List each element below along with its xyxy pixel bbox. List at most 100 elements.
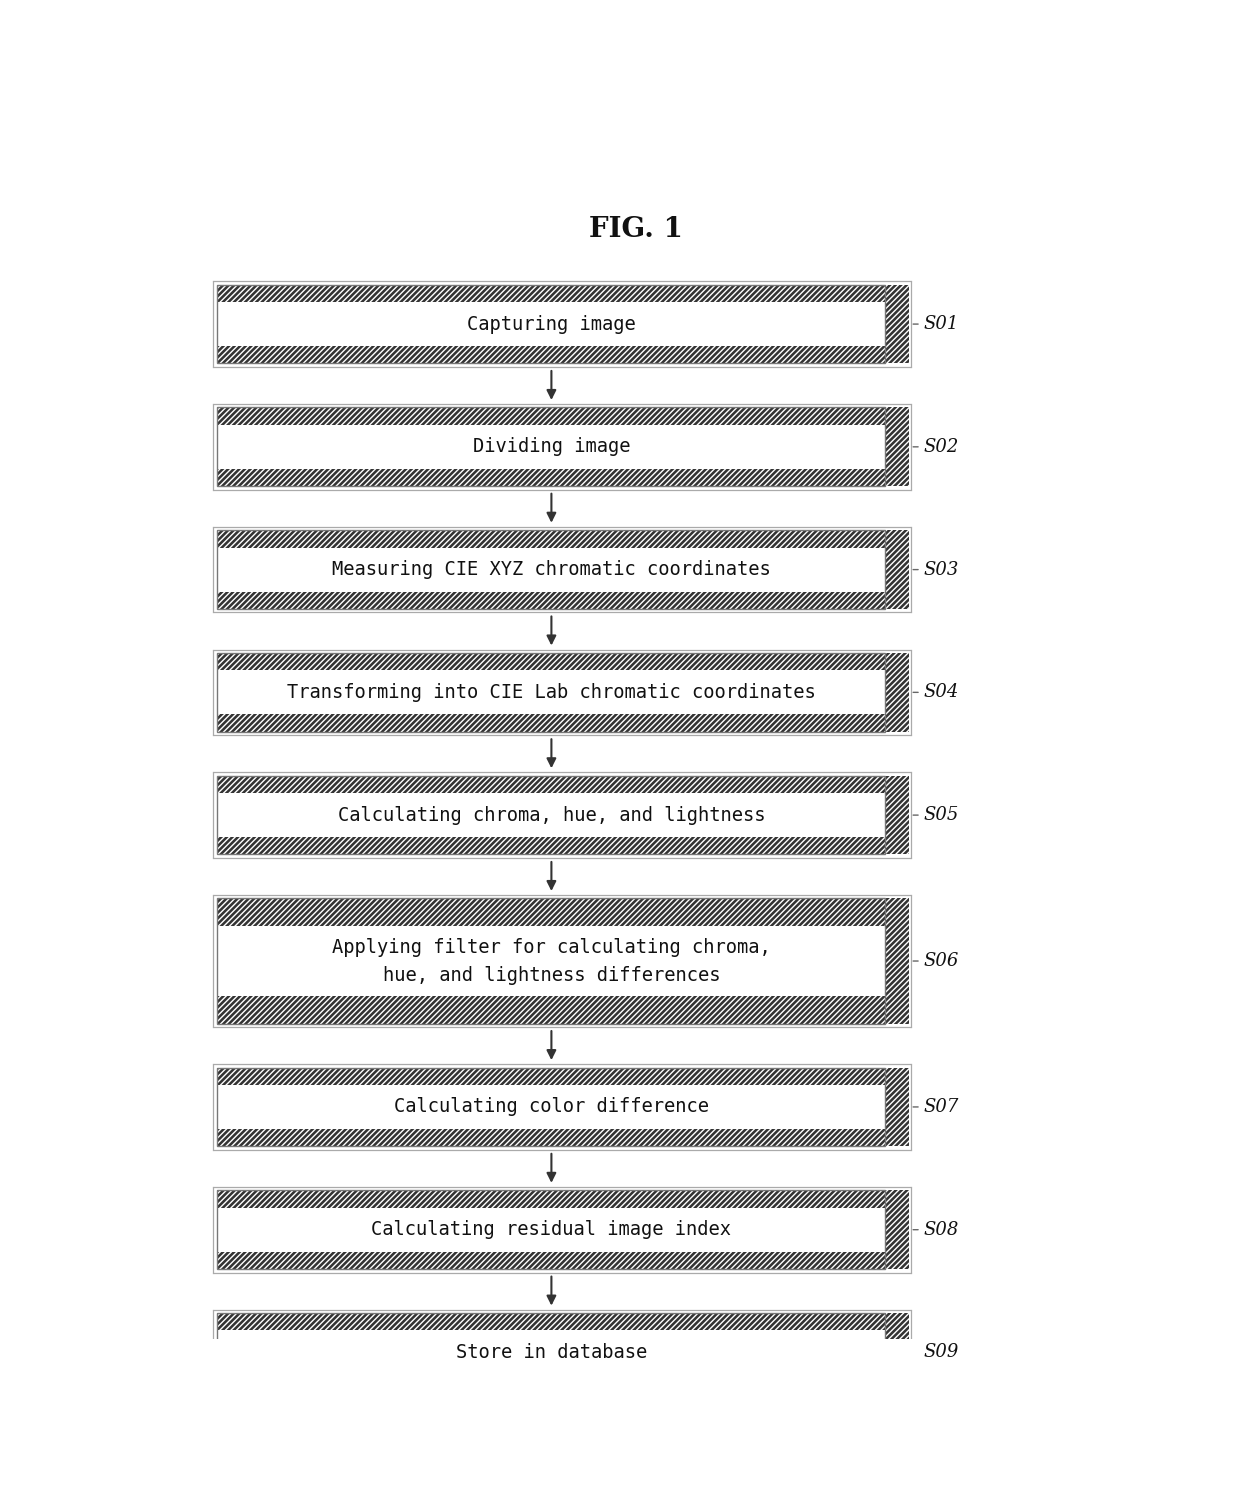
Bar — [217, 653, 885, 732]
Bar — [885, 1068, 909, 1146]
Bar — [885, 1313, 909, 1391]
Text: Calculating color difference: Calculating color difference — [394, 1098, 709, 1116]
Bar — [213, 650, 911, 735]
Bar — [217, 531, 885, 547]
Bar — [885, 776, 909, 854]
Bar — [217, 591, 885, 609]
Bar — [885, 653, 909, 732]
Text: S05: S05 — [924, 806, 960, 824]
Bar — [217, 898, 885, 926]
Bar — [885, 898, 909, 1024]
Bar — [217, 531, 885, 547]
Bar — [217, 591, 885, 609]
Bar — [217, 531, 885, 609]
Bar — [217, 1130, 885, 1146]
Text: S04: S04 — [924, 683, 960, 701]
Bar — [217, 469, 885, 486]
Bar — [217, 1375, 885, 1391]
Bar — [217, 408, 885, 424]
Text: S03: S03 — [924, 561, 960, 579]
Bar — [217, 1068, 885, 1146]
Bar — [217, 898, 885, 1024]
Bar — [885, 1068, 909, 1146]
Bar — [217, 1251, 885, 1269]
Bar — [213, 772, 911, 857]
Bar — [213, 281, 911, 367]
Bar — [217, 898, 885, 1024]
Text: S01: S01 — [924, 314, 960, 332]
Bar — [217, 1130, 885, 1146]
Text: Applying filter for calculating chroma,
hue, and lightness differences: Applying filter for calculating chroma, … — [332, 937, 771, 985]
Bar — [885, 776, 909, 854]
Text: Transforming into CIE Lab chromatic coordinates: Transforming into CIE Lab chromatic coor… — [286, 683, 816, 702]
Text: Capturing image: Capturing image — [467, 314, 636, 334]
Bar — [885, 531, 909, 609]
Text: Measuring CIE XYZ chromatic coordinates: Measuring CIE XYZ chromatic coordinates — [332, 559, 771, 579]
Bar — [217, 408, 885, 424]
Bar — [217, 1375, 885, 1391]
Bar — [213, 1065, 911, 1149]
Bar — [885, 284, 909, 364]
Bar — [217, 1313, 885, 1391]
Bar — [217, 714, 885, 732]
Text: Calculating residual image index: Calculating residual image index — [372, 1220, 732, 1239]
Bar — [217, 1190, 885, 1269]
Bar — [217, 1190, 885, 1208]
Bar — [885, 898, 909, 1024]
Bar — [885, 408, 909, 486]
Bar — [885, 284, 909, 364]
Bar — [217, 776, 885, 793]
Bar — [217, 653, 885, 671]
Bar — [217, 469, 885, 486]
Bar — [217, 1251, 885, 1269]
Bar — [217, 531, 885, 609]
Bar — [217, 776, 885, 793]
Bar — [217, 996, 885, 1024]
Bar — [213, 1187, 911, 1272]
Bar — [213, 1310, 911, 1396]
Bar — [885, 408, 909, 486]
Bar — [217, 776, 885, 854]
Bar — [885, 1190, 909, 1269]
Bar — [213, 405, 911, 490]
Text: S09: S09 — [924, 1343, 960, 1361]
Bar — [217, 776, 885, 854]
Bar — [217, 1313, 885, 1391]
Bar — [213, 526, 911, 612]
Bar — [217, 838, 885, 854]
Bar — [217, 1313, 885, 1331]
Bar — [217, 408, 885, 486]
Bar — [885, 1313, 909, 1391]
Bar — [217, 1068, 885, 1084]
Text: S07: S07 — [924, 1098, 960, 1116]
Bar — [217, 1190, 885, 1269]
Bar — [217, 653, 885, 671]
Bar — [217, 1313, 885, 1331]
Text: FIG. 1: FIG. 1 — [589, 215, 682, 242]
Bar — [213, 895, 911, 1027]
Bar — [217, 653, 885, 732]
Text: Calculating chroma, hue, and lightness: Calculating chroma, hue, and lightness — [337, 806, 765, 824]
Text: S08: S08 — [924, 1221, 960, 1239]
Bar — [217, 284, 885, 364]
Text: Store in database: Store in database — [456, 1343, 647, 1363]
Bar — [217, 714, 885, 732]
Text: S06: S06 — [924, 952, 960, 970]
Bar — [217, 284, 885, 302]
Bar — [885, 653, 909, 732]
Bar — [217, 996, 885, 1024]
Bar — [217, 838, 885, 854]
Bar — [217, 346, 885, 364]
Text: S02: S02 — [924, 438, 960, 456]
Text: Dividing image: Dividing image — [472, 438, 630, 456]
Bar — [217, 1190, 885, 1208]
Bar — [217, 284, 885, 302]
Bar — [217, 346, 885, 364]
Bar — [885, 1190, 909, 1269]
Bar — [217, 898, 885, 926]
Bar — [217, 408, 885, 486]
Bar — [217, 1068, 885, 1146]
Bar — [217, 1068, 885, 1084]
Bar — [885, 531, 909, 609]
Bar — [217, 284, 885, 364]
